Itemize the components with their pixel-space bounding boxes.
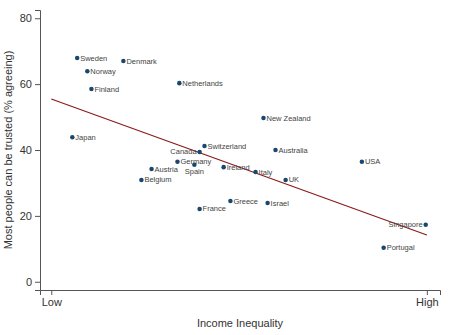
point (139, 178, 144, 183)
point (202, 144, 207, 149)
point (423, 223, 428, 228)
point (221, 165, 226, 170)
y-tick: 60 (20, 78, 40, 90)
point-label: UK (289, 175, 299, 184)
x-axis-line (41, 291, 441, 296)
point-label: Spain (185, 167, 204, 176)
x-tick-mark (427, 290, 428, 295)
point-label: Singapore (389, 220, 423, 229)
point-label: Sweden (80, 54, 107, 63)
point-label: Portugal (387, 243, 415, 252)
x-axis-title: Income Inequality (197, 317, 284, 329)
x-tick: Low (42, 290, 62, 308)
point-label: Japan (75, 133, 95, 142)
y-tick: 0 (26, 276, 40, 288)
point (149, 167, 154, 172)
point (265, 201, 270, 206)
point-label: Netherlands (182, 79, 223, 88)
y-tick-label: 80 (20, 12, 32, 24)
x-axis: Low High (41, 290, 441, 308)
point-label: Israel (271, 199, 290, 208)
x-tick-mark (51, 290, 52, 295)
point-label: Australia (278, 146, 308, 155)
point-label: Greece (233, 197, 258, 206)
x-tick: High (416, 290, 439, 308)
point (197, 150, 202, 155)
x-tick-label: Low (42, 296, 62, 308)
point (70, 135, 75, 140)
point (197, 207, 202, 212)
point (253, 170, 258, 175)
point (121, 59, 126, 64)
point (273, 148, 278, 153)
point-label: Austria (155, 165, 179, 174)
point-label: New Zealand (266, 114, 310, 123)
point-label: USA (365, 157, 380, 166)
point (261, 116, 266, 121)
fit-line (51, 99, 427, 235)
y-tick: 40 (20, 144, 40, 156)
y-tick: 20 (20, 210, 40, 222)
point (381, 246, 386, 251)
y-axis-title: Most people can be trusted (% agreeing) (2, 51, 14, 250)
point-label: Canada (170, 147, 197, 156)
point-label: Belgium (144, 175, 171, 184)
y-tick-mark (35, 282, 40, 283)
chart: Low High 0 20 40 60 80 Income Inequality Most pe… (0, 0, 460, 335)
y-tick-mark (35, 216, 40, 217)
point (360, 160, 365, 165)
point-label: Italy (259, 168, 273, 177)
point (228, 199, 233, 204)
point (89, 87, 94, 92)
point-label: Denmark (126, 57, 157, 66)
point-label: Finland (94, 85, 119, 94)
point (177, 81, 182, 86)
point-label: Ireland (227, 163, 250, 172)
point (85, 69, 90, 74)
y-tick-mark (35, 150, 40, 151)
y-tick-label: 20 (20, 210, 32, 222)
point (175, 160, 180, 165)
point-label: Switzerland (208, 142, 247, 151)
y-tick-label: 40 (20, 144, 32, 156)
y-tick-label: 0 (26, 276, 32, 288)
x-tick-label: High (416, 296, 439, 308)
point-label: France (203, 204, 226, 213)
y-axis: 0 20 40 60 80 (20, 11, 41, 291)
point-label: Norway (90, 67, 116, 76)
point-labels: Sweden Denmark Norway Finland Netherlands Jap… (75, 54, 422, 253)
plot-area (51, 56, 428, 250)
y-axis-line (35, 11, 41, 291)
point (75, 56, 80, 61)
y-tick-mark (35, 18, 40, 19)
y-tick: 80 (20, 12, 40, 24)
y-tick-mark (35, 84, 40, 85)
point (283, 178, 288, 183)
y-tick-label: 60 (20, 78, 32, 90)
point-label: Germany (180, 157, 211, 166)
